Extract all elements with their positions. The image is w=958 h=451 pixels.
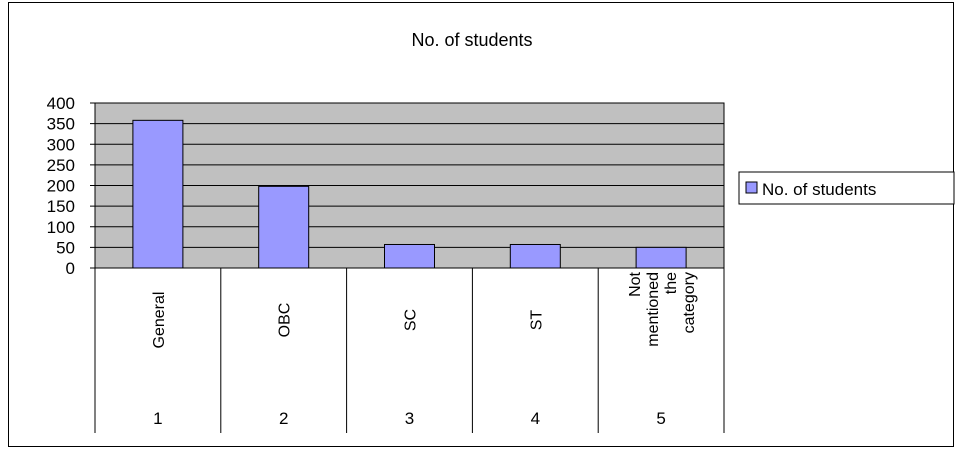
y-tick-label: 50 (56, 238, 75, 257)
bar (258, 185, 310, 269)
legend-box (738, 171, 955, 205)
bar (635, 246, 687, 269)
y-tick-label: 0 (66, 259, 75, 278)
y-tick-label: 400 (47, 94, 75, 113)
x-category-number: 5 (656, 409, 665, 428)
x-category-label: the (663, 272, 680, 294)
x-category-label: General (151, 292, 168, 349)
y-tick-label: 100 (47, 218, 75, 237)
legend-swatch (745, 181, 758, 194)
x-category-label: Not (627, 271, 644, 296)
x-category-label: ST (528, 310, 545, 331)
x-category-number: 2 (279, 409, 288, 428)
x-category-label: mentioned (645, 272, 662, 347)
bar (132, 119, 184, 269)
y-tick-label: 250 (47, 156, 75, 175)
y-tick-label: 300 (47, 135, 75, 154)
y-tick-label: 150 (47, 197, 75, 216)
x-category-number: 1 (153, 409, 162, 428)
x-category-label: SC (403, 309, 420, 331)
legend: No. of students (738, 171, 955, 205)
chart-title: No. of students (411, 30, 532, 50)
x-category-number: 3 (405, 409, 414, 428)
bar (384, 243, 435, 269)
x-category-number: 4 (531, 409, 540, 428)
x-category-label: OBC (277, 303, 294, 338)
bar (509, 243, 561, 269)
y-tick-label: 350 (47, 115, 75, 134)
legend-label: No. of students (762, 180, 876, 199)
x-category-label: category (681, 272, 698, 333)
y-tick-label: 200 (47, 177, 75, 196)
